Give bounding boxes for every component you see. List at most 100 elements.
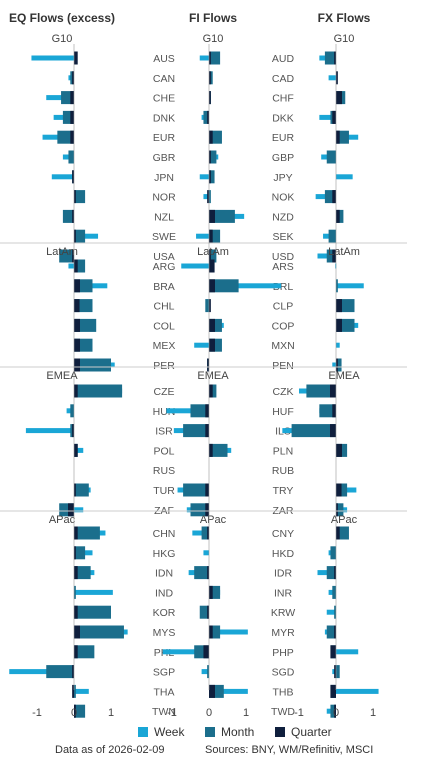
panel-title-0: EQ Flows (excess): [9, 11, 115, 25]
row-label-eq: AUS: [153, 53, 175, 65]
bar-quarter-LatAm-fx-2: [336, 299, 342, 313]
bar-quarter-G10-fi-10: [209, 249, 211, 263]
bar-month-G10-fx-5: [326, 150, 336, 164]
bar-quarter-G10-fi-7: [207, 190, 209, 204]
row-label-fx: HKD: [272, 548, 295, 560]
bar-week-G10-fi-0: [199, 55, 209, 61]
bar-quarter-EMEA-eq-0: [74, 384, 78, 398]
bar-week-LatAm-fi-4: [194, 342, 209, 348]
bar-week-LatAm-fi-0: [181, 263, 209, 269]
row-label-fx: PHP: [272, 647, 294, 659]
row-label-eq: EUR: [153, 132, 176, 144]
bar-month-APac-eq-2: [74, 566, 91, 580]
bar-month-APac-eq-6: [74, 645, 95, 659]
data-date-note: Data as of 2026-02-09: [55, 744, 165, 756]
region-title-EMEA-0: EMEA: [46, 370, 78, 382]
bar-week-G10-fx-1: [328, 75, 336, 81]
bar-month-APac-fx-9: [330, 704, 336, 718]
row-label-fx: GBP: [272, 152, 294, 164]
bar-quarter-EMEA-fx-6: [336, 503, 338, 517]
legend-label-quarter: Quarter: [291, 725, 332, 739]
row-label-fx: EUR: [272, 132, 295, 144]
bar-quarter-G10-fi-3: [207, 110, 209, 124]
legend-item-week: Week: [138, 725, 184, 739]
bar-month-EMEA-fi-2: [183, 424, 209, 438]
x-tick-1-0: -1: [167, 707, 177, 719]
bar-quarter-LatAm-fx-5: [336, 358, 338, 372]
bar-month-G10-fi-5: [209, 150, 217, 164]
bar-week-APac-fi-6: [162, 649, 209, 655]
bar-week-G10-eq-6: [51, 174, 74, 180]
bar-quarter-LatAm-eq-5: [74, 358, 80, 372]
bar-quarter-APac-fx-2: [334, 566, 336, 580]
bar-month-APac-eq-1: [74, 546, 86, 560]
bar-month-EMEA-fi-1: [190, 404, 209, 418]
bar-week-APac-fx-4: [326, 609, 336, 615]
bar-month-G10-fi-6: [209, 170, 215, 184]
bar-month-G10-fi-7: [209, 190, 211, 204]
bar-quarter-G10-eq-0: [74, 51, 78, 65]
row-label-eq: DNK: [153, 112, 175, 124]
row-label-fx: ARS: [272, 261, 294, 273]
row-label-fx: USD: [272, 251, 295, 263]
legend: Week Month Quarter: [0, 725, 425, 741]
row-label-fx: TWD: [271, 706, 295, 718]
bar-month-G10-fi-3: [203, 110, 209, 124]
bar-month-EMEA-fx-1: [319, 404, 336, 418]
bar-month-G10-fx-9: [328, 229, 336, 243]
bar-quarter-APac-eq-8: [72, 684, 74, 698]
bar-quarter-APac-fi-6: [203, 645, 209, 659]
bar-month-APac-eq-0: [74, 526, 100, 540]
region-title-G10-0: G10: [52, 33, 73, 45]
bar-week-LatAm-eq-0: [68, 263, 74, 269]
legend-label-month: Month: [221, 725, 255, 739]
bar-quarter-G10-fi-2: [209, 91, 211, 105]
bar-quarter-G10-eq-8: [72, 209, 74, 223]
bar-quarter-G10-fi-5: [209, 150, 211, 164]
bar-quarter-G10-fx-10: [332, 249, 336, 263]
row-label-fx: AUD: [272, 53, 295, 65]
x-tick-1-1: 0: [206, 707, 212, 719]
row-label-eq: MEX: [153, 340, 176, 352]
row-label-fx: SEK: [272, 231, 293, 243]
bar-quarter-LatAm-fi-4: [209, 338, 215, 352]
row-label-fx: THB: [273, 686, 294, 698]
row-label-fx: PEN: [272, 360, 294, 372]
bar-quarter-G10-fx-3: [332, 110, 336, 124]
legend-swatch-week: [138, 727, 148, 737]
row-label-eq: CHE: [153, 93, 175, 105]
bar-quarter-APac-fi-2: [207, 566, 209, 580]
bar-month-APac-eq-9: [74, 704, 86, 718]
bar-quarter-APac-eq-1: [74, 546, 76, 560]
bar-month-LatAm-eq-0: [74, 259, 86, 273]
bar-quarter-APac-fi-3: [209, 585, 213, 599]
bar-week-G10-fx-6: [336, 174, 353, 180]
bar-quarter-LatAm-fi-5: [207, 358, 209, 372]
bar-quarter-G10-eq-4: [70, 130, 74, 144]
row-label-eq: MYS: [153, 627, 176, 639]
bar-quarter-G10-fi-6: [209, 170, 211, 184]
bar-quarter-EMEA-fi-0: [209, 384, 213, 398]
bar-week-G10-fi-9: [196, 233, 209, 239]
x-tick-0-2: 1: [108, 707, 114, 719]
bar-month-G10-fi-0: [209, 51, 221, 65]
region-title-LatAm-1: LatAm: [197, 246, 229, 258]
legend-item-quarter: Quarter: [275, 725, 332, 739]
bar-week-EMEA-eq-6: [74, 507, 84, 513]
bar-quarter-EMEA-eq-3: [74, 443, 78, 457]
bar-quarter-APac-fx-0: [336, 526, 340, 540]
bar-month-G10-fx-0: [324, 51, 336, 65]
row-label-fx: TRY: [273, 485, 294, 497]
bar-week-APac-fi-8: [209, 688, 248, 694]
bar-month-G10-eq-3: [62, 110, 74, 124]
bar-quarter-APac-fx-8: [330, 684, 336, 698]
bar-month-G10-fx-10: [326, 249, 336, 263]
bar-quarter-LatAm-eq-2: [74, 299, 80, 313]
row-label-fx: CZK: [273, 386, 294, 398]
bar-quarter-G10-fi-0: [209, 51, 211, 65]
legend-item-month: Month: [205, 725, 254, 739]
bar-quarter-EMEA-fx-3: [336, 443, 342, 457]
row-label-eq: TWN: [152, 706, 176, 718]
bar-week-G10-eq-0: [31, 55, 74, 61]
row-label-eq: BRA: [153, 281, 175, 293]
